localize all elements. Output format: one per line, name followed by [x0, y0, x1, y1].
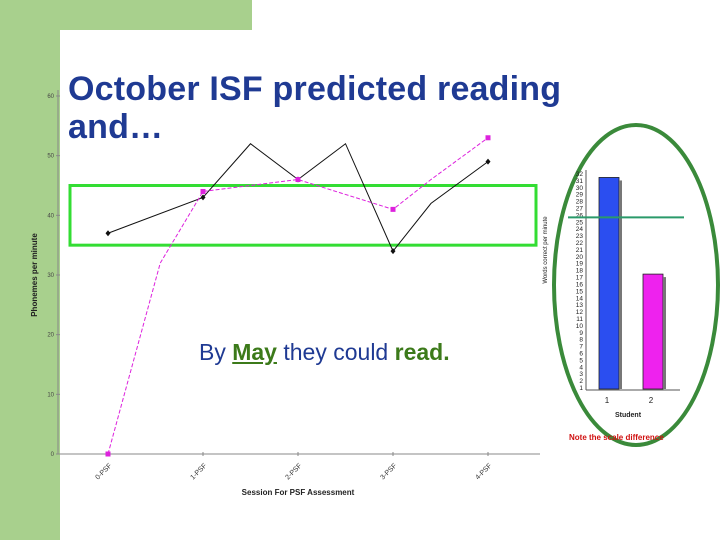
bar-chart-y-tick-label: 24	[576, 226, 584, 233]
line-series-1-point	[200, 194, 206, 201]
bar-chart-y-tick-label: 14	[576, 295, 584, 302]
bar-chart-y-tick-label: 8	[579, 337, 583, 344]
bar-chart-y-tick-label: 1	[579, 385, 583, 392]
line-series-2-point	[390, 206, 396, 212]
line-chart-y-tick-label: 60	[47, 94, 54, 100]
bar-chart-y-tick-label: 23	[576, 233, 584, 240]
line-chart-y-axis-label: Phonemes per minute	[30, 233, 39, 317]
bar-chart-x-tick-label: 1	[605, 396, 610, 405]
bar-chart-x-tick-label: 2	[649, 396, 654, 405]
decorative-green-bar-left	[0, 0, 60, 540]
bar-chart-y-tick-label: 13	[576, 302, 584, 309]
bar-chart-y-tick-label: 15	[576, 288, 584, 295]
line-chart-y-tick-label: 50	[47, 154, 54, 160]
bar-chart-y-tick-label: 3	[579, 371, 583, 378]
line-chart-x-tick-label: 4-PSF	[474, 462, 493, 481]
bar-chart-y-tick-label: 19	[576, 261, 584, 268]
bar-chart-y-tick-label: 22	[576, 240, 584, 247]
slide-subtitle: By May they could read.	[199, 339, 450, 366]
line-series-2-point	[295, 177, 301, 183]
line-series-1-point	[390, 248, 396, 255]
bar-chart-y-tick-label: 20	[576, 254, 584, 261]
line-chart-x-tick-label: 0-PSF	[94, 462, 113, 481]
line-chart-y-tick-label: 20	[47, 333, 54, 339]
bar-chart-y-tick-label: 9	[579, 330, 583, 337]
line-series-2-point	[485, 135, 491, 141]
bar-student-2	[642, 273, 664, 390]
line-chart-x-tick-label: 2-PSF	[284, 462, 303, 481]
bar-chart-inset: 1234567891011121314151617181920212223242…	[543, 123, 720, 447]
subtitle-part-may: May	[232, 339, 277, 365]
bar-chart-x-axis-label: Student	[615, 412, 642, 419]
bar-shadow	[619, 180, 622, 389]
bar-chart-y-tick-label: 21	[576, 247, 584, 254]
bar-chart-y-tick-label: 16	[576, 281, 584, 288]
bar-chart-y-tick-label: 31	[576, 178, 584, 185]
line-series-2	[107, 137, 489, 455]
line-chart-y-tick-label: 10	[47, 392, 54, 398]
bar-chart-y-tick-label: 11	[576, 316, 583, 323]
bar-chart-y-tick-label: 18	[576, 268, 584, 275]
line-chart-x-axis-label: Session For PSF Assessment	[242, 488, 355, 497]
bar-chart-y-tick-label: 12	[576, 309, 584, 316]
bar-chart-y-axis-label: Words correct per minute	[543, 216, 549, 284]
line-chart-x-tick-label: 1-PSF	[189, 462, 208, 481]
bar-chart-y-tick-label: 25	[576, 219, 584, 226]
inset-highlight-ellipse	[552, 123, 720, 447]
bar-chart-y-tick-label: 32	[576, 171, 584, 178]
bar-shadow	[663, 277, 666, 389]
bar-chart-y-tick-label: 17	[576, 275, 584, 282]
line-chart-y-tick-label: 40	[47, 213, 54, 219]
scale-difference-note: Note the scale difference	[569, 433, 664, 442]
line-chart-y-tick-label: 30	[47, 273, 54, 279]
bar-chart-y-tick-label: 26	[576, 212, 584, 219]
bar-chart-y-tick-label: 30	[576, 185, 584, 192]
bar-chart-y-tick-label: 5	[579, 357, 583, 364]
subtitle-part-1: By	[199, 339, 233, 365]
decorative-green-bar-top	[0, 0, 252, 30]
slide-title: October ISF predicted reading and…	[68, 70, 562, 146]
line-series-2-point	[200, 188, 206, 194]
line-series-1-point	[485, 158, 491, 165]
bar-chart-y-tick-label: 28	[576, 199, 584, 206]
bar-chart-y-tick-label: 2	[579, 378, 583, 385]
subtitle-part-3: they could	[276, 339, 395, 365]
bar-chart-y-tick-label: 10	[576, 323, 584, 330]
line-series-1	[107, 142, 489, 253]
bar-chart-y-tick-label: 6	[579, 350, 583, 357]
line-series-2-point	[105, 451, 111, 457]
green-target-band	[68, 184, 538, 247]
bar-student-1	[598, 177, 620, 390]
bar-chart-y-tick-label: 27	[576, 206, 584, 213]
bar-chart-y-tick-label: 29	[576, 192, 584, 199]
bar-chart-y-tick-label: 4	[579, 364, 583, 371]
line-chart-x-tick-label: 3-PSF	[379, 462, 398, 481]
line-chart-y-tick-label: 0	[51, 452, 55, 458]
line-series-1-point	[105, 230, 111, 237]
subtitle-part-read: read.	[394, 339, 450, 365]
bar-chart-y-tick-label: 7	[579, 344, 583, 351]
